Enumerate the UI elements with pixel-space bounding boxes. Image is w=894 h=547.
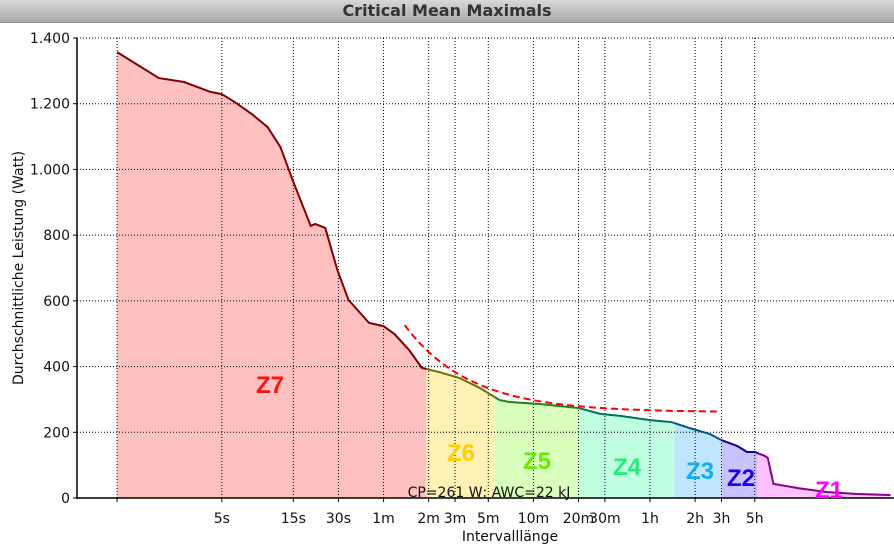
zone-fill-z6 [426,369,495,498]
y-tick-label: 800 [43,228,70,244]
x-tick-label: 15s [281,511,306,527]
x-tick-label: 2h [686,511,704,527]
x-tick-label: 2m [417,511,440,527]
y-axis-label: Durchschnittliche Leistung (Watt) [11,151,27,385]
y-tick-label: 400 [43,360,70,376]
x-tick-label: 30s [326,511,351,527]
zone-label-z1: Z1 [815,477,843,504]
x-tick-label: 3m [444,511,467,527]
x-axis-label: Intervalllänge [462,529,558,545]
power-curve-z7 [117,51,427,371]
zone-label-z3: Z3 [686,458,714,485]
x-tick-label: 1h [641,511,659,527]
x-tick-label: 1m [372,511,395,527]
zone-fill-z5 [494,397,580,498]
zone-label-z7: Z7 [256,372,284,399]
cp-annotation: CP=261 W; AWC=22 kJ [408,485,571,501]
x-tick-label: 5s [214,511,230,527]
y-tick-label: 1.400 [30,31,70,47]
x-tick-label: 3h [713,511,731,527]
chart-title-bar: Critical Mean Maximals [0,0,894,23]
x-tick-label: 5h [746,511,764,527]
power-curve-z2 [721,439,758,455]
x-tick-label: 30m [589,511,620,527]
power-curve-z6 [426,367,495,399]
y-tick-label: 200 [43,425,70,441]
zone-label-z4: Z4 [613,454,642,481]
zone-fill-z3 [674,423,722,498]
zone-fill-z4 [579,408,675,498]
zone-label-z5: Z5 [523,448,551,475]
x-tick-label: 5m [477,511,500,527]
zone-fill-z2 [721,440,758,498]
x-tick-label: 10m [518,511,549,527]
cp-model-curve [403,324,721,413]
y-tick-label: 600 [43,294,70,310]
y-tick-label: 0 [61,491,70,507]
y-tick-label: 1.200 [30,97,70,113]
x-tick-label: 20m [563,511,594,527]
zone-label-z6: Z6 [447,440,475,467]
zone-label-z2: Z2 [727,465,755,492]
zone-fill-z7 [117,52,427,498]
zone-fill-z1 [757,453,891,498]
y-tick-label: 1.000 [30,162,70,178]
